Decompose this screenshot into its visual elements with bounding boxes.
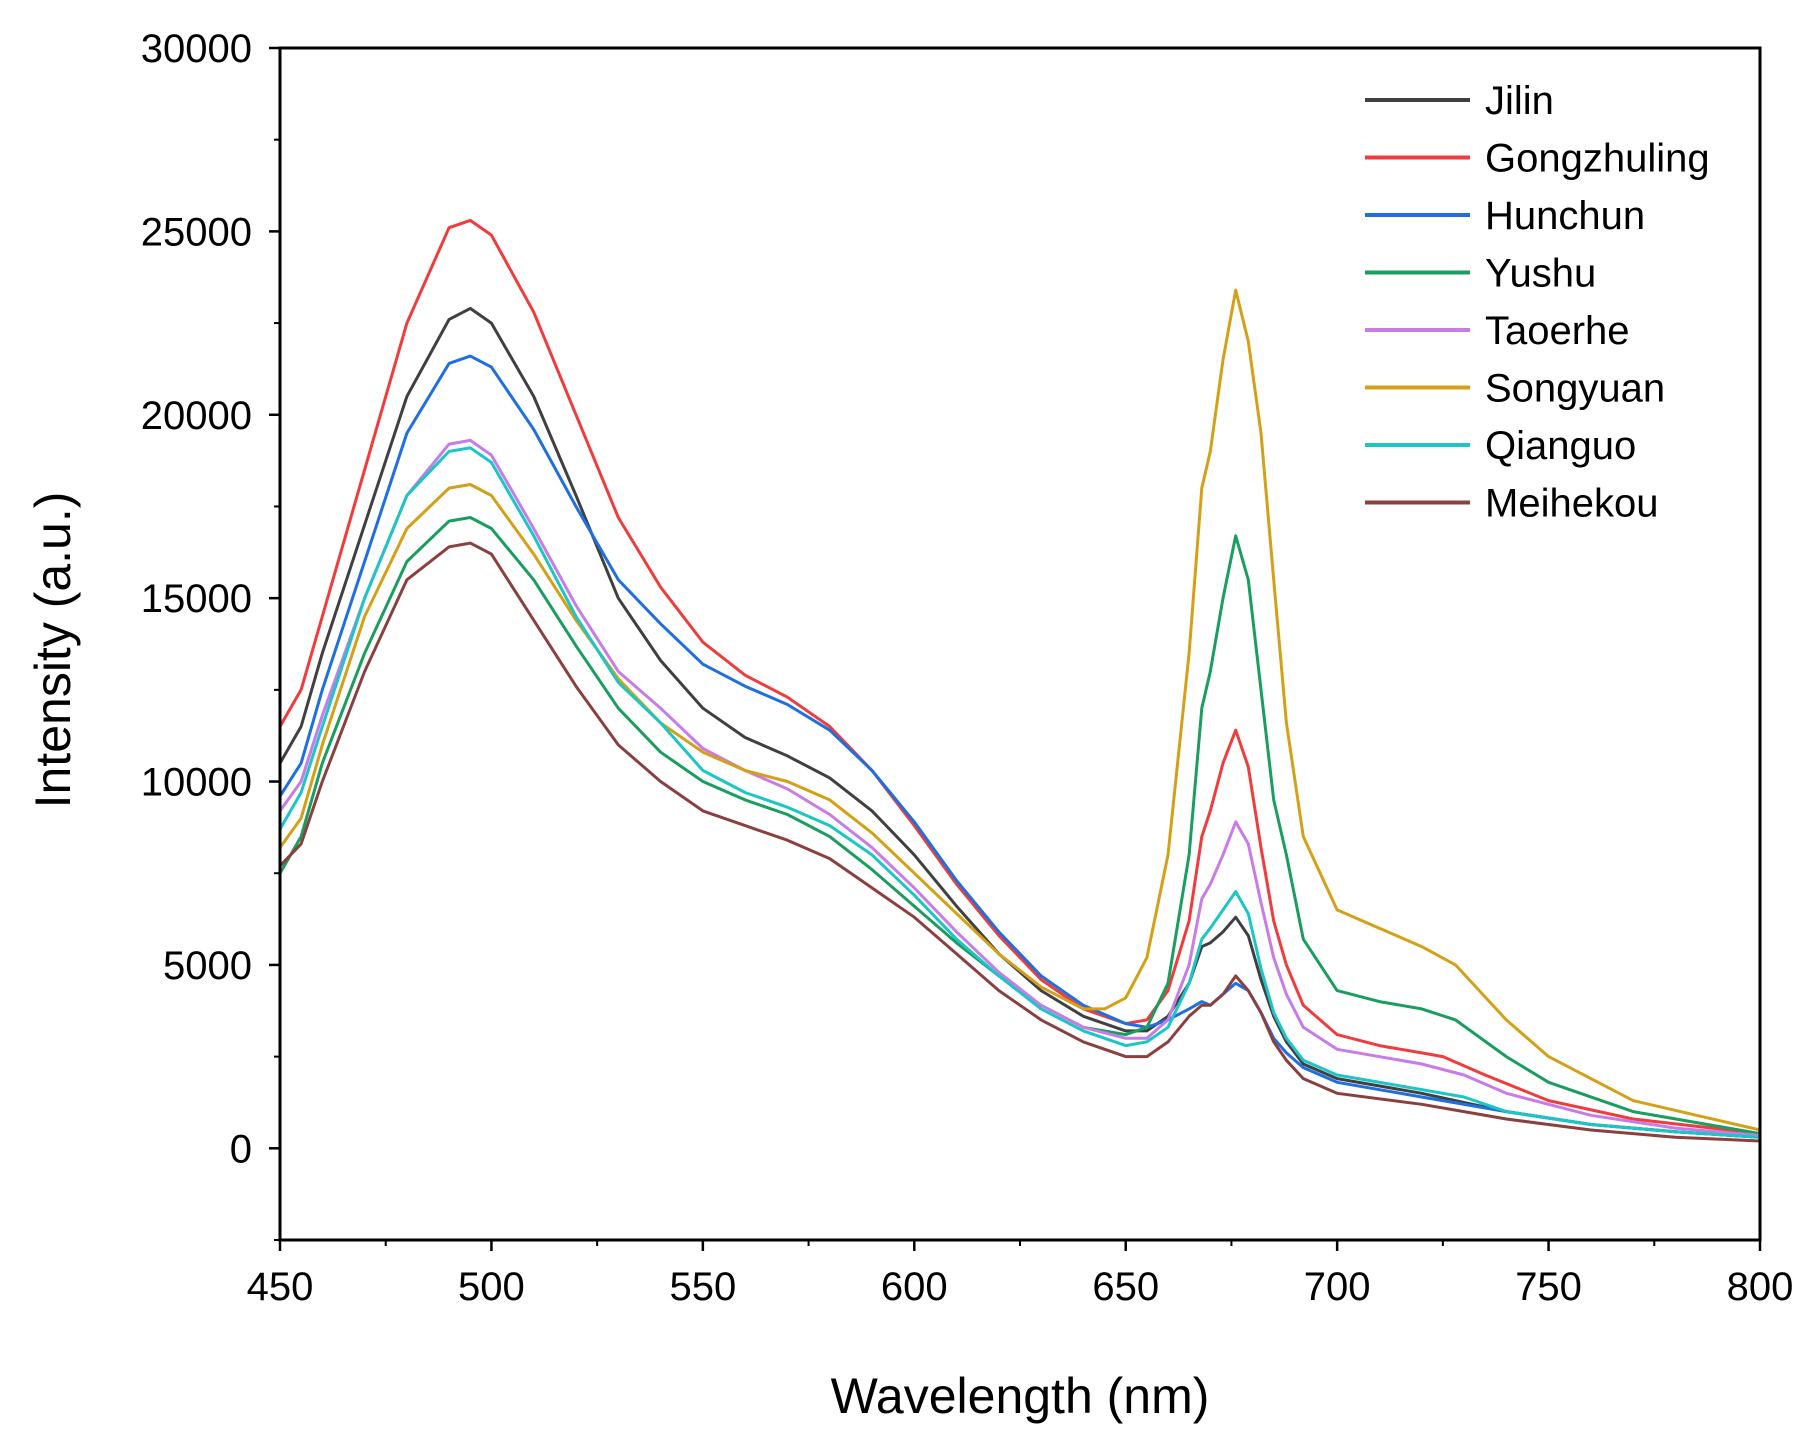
y-axis-title: Intensity (a.u.) bbox=[25, 492, 81, 809]
y-tick-label: 5000 bbox=[163, 944, 252, 988]
y-tick-label: 10000 bbox=[141, 761, 252, 805]
series-layer bbox=[278, 218, 1762, 1143]
legend-label-gongzhuling: Gongzhuling bbox=[1485, 137, 1710, 181]
y-tick-label: 0 bbox=[230, 1127, 252, 1171]
y-tick-label: 20000 bbox=[141, 394, 252, 438]
series-line-taoerhe bbox=[278, 438, 1762, 1137]
series-line-qianguo bbox=[278, 446, 1762, 1139]
x-tick-label: 450 bbox=[247, 1265, 314, 1309]
x-tick-label: 600 bbox=[881, 1265, 948, 1309]
ticks-layer: 450 500 550 600 650 700 750 800 0 5000 10000 15000 2… bbox=[141, 27, 1794, 1309]
x-tick-label: 700 bbox=[1304, 1265, 1371, 1309]
legend-label-hunchun: Hunchun bbox=[1485, 194, 1645, 238]
y-tick-label: 15000 bbox=[141, 577, 252, 621]
series-line-songyuan bbox=[278, 288, 1762, 1132]
x-axis-title: Wavelength (nm) bbox=[831, 1368, 1210, 1424]
series-line-gongzhuling bbox=[278, 218, 1762, 1136]
x-tick-label: 550 bbox=[669, 1265, 736, 1309]
x-tick-label: 750 bbox=[1515, 1265, 1582, 1309]
series-line-meihekou bbox=[278, 541, 1762, 1143]
legend-label-taoerhe: Taoerhe bbox=[1485, 309, 1630, 353]
legend-label-yushu: Yushu bbox=[1485, 252, 1596, 296]
series-line-jilin bbox=[278, 306, 1762, 1139]
legend-label-jilin: Jilin bbox=[1485, 79, 1554, 123]
x-tick-label: 650 bbox=[1092, 1265, 1159, 1309]
series-line-yushu bbox=[278, 516, 1762, 1136]
legend-label-songyuan: Songyuan bbox=[1485, 367, 1665, 411]
legend: Jilin Gongzhuling Hunchun Yushu Taoerhe Songy… bbox=[1365, 79, 1710, 526]
x-tick-label: 800 bbox=[1727, 1265, 1794, 1309]
y-tick-label: 25000 bbox=[141, 210, 252, 254]
legend-label-meihekou: Meihekou bbox=[1485, 482, 1658, 526]
legend-label-qianguo: Qianguo bbox=[1485, 424, 1636, 468]
x-tick-label: 500 bbox=[458, 1265, 525, 1309]
y-tick-label: 30000 bbox=[141, 27, 252, 71]
series-line-hunchun bbox=[278, 354, 1762, 1139]
